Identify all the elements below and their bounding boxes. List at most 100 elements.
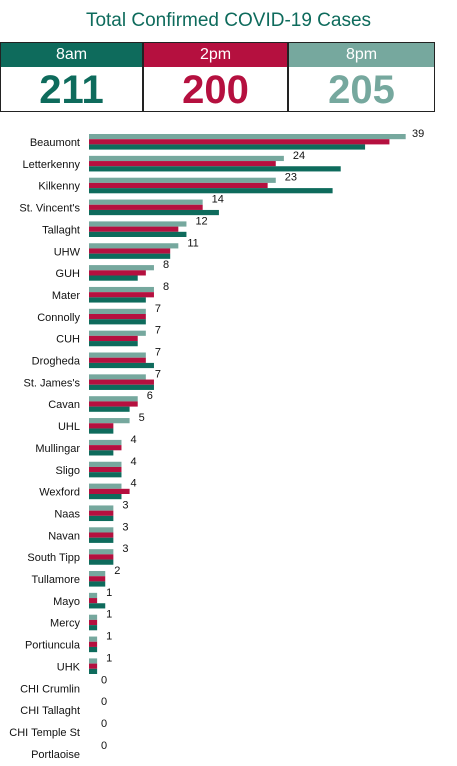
bar-2pm bbox=[89, 598, 98, 604]
bar-8am bbox=[89, 297, 146, 303]
bar-2pm bbox=[89, 488, 130, 494]
bar-8am bbox=[89, 275, 138, 281]
data-label: 0 bbox=[101, 696, 107, 708]
category-label: UHK bbox=[57, 661, 81, 673]
category-label: Beaumont bbox=[30, 137, 80, 149]
bar-8am bbox=[89, 166, 341, 172]
bar-8pm bbox=[89, 461, 122, 467]
bar-2pm bbox=[89, 292, 154, 298]
bar-8pm bbox=[89, 614, 98, 620]
bar-8pm bbox=[89, 308, 146, 314]
bar-2pm bbox=[89, 314, 146, 320]
data-label: 39 bbox=[412, 128, 424, 140]
data-label: 0 bbox=[101, 718, 107, 730]
bar-2pm bbox=[89, 357, 146, 363]
bar-8pm bbox=[89, 155, 284, 162]
category-label: Sligo bbox=[56, 465, 80, 477]
bar-2pm bbox=[89, 641, 98, 647]
category-label: Cavan bbox=[48, 399, 80, 411]
bar-8pm bbox=[89, 352, 146, 358]
data-label: 1 bbox=[106, 631, 112, 643]
bar-8pm bbox=[89, 199, 203, 205]
bar-8pm bbox=[89, 134, 406, 140]
bar-8pm bbox=[89, 330, 146, 336]
total-box-8am: 8am 211 bbox=[0, 42, 143, 112]
bar-8am bbox=[89, 188, 333, 194]
data-label: 23 bbox=[285, 172, 297, 184]
category-label: GUH bbox=[56, 268, 81, 280]
bar-2pm bbox=[89, 466, 122, 473]
category-label: Wexford bbox=[39, 487, 80, 499]
total-box-8pm: 8pm 205 bbox=[288, 42, 435, 112]
total-value-2pm: 200 bbox=[182, 68, 249, 112]
bar-8am bbox=[89, 625, 98, 631]
bar-8am bbox=[89, 646, 98, 653]
category-label: Connolly bbox=[37, 312, 80, 324]
bar-8am bbox=[89, 209, 219, 216]
bar-8am bbox=[89, 515, 114, 522]
bar-8pm bbox=[89, 265, 154, 271]
bar-8am bbox=[89, 450, 114, 456]
category-label: Tallaght bbox=[42, 224, 80, 236]
category-label: St. Vincent's bbox=[19, 203, 80, 215]
bar-8am bbox=[89, 341, 138, 347]
category-label: Portlaoise bbox=[31, 749, 80, 760]
bar-2pm bbox=[89, 510, 114, 516]
category-label: CHI Crumlin bbox=[20, 683, 80, 695]
bar-2pm bbox=[89, 139, 390, 145]
category-label: Tullamore bbox=[32, 574, 81, 586]
bar-8pm bbox=[89, 243, 179, 249]
bar-8pm bbox=[89, 418, 130, 424]
category-label: Drogheda bbox=[32, 356, 81, 368]
data-label: 2 bbox=[114, 565, 120, 577]
data-label: 12 bbox=[195, 215, 207, 227]
bar-8pm bbox=[89, 571, 106, 577]
category-label: UHL bbox=[58, 421, 80, 433]
bar-2pm bbox=[89, 532, 114, 538]
bar-8am bbox=[89, 319, 146, 325]
category-label: Naas bbox=[54, 508, 80, 520]
data-label: 5 bbox=[139, 412, 145, 424]
bar-8pm bbox=[89, 592, 98, 599]
category-label: South Tipp bbox=[27, 552, 80, 564]
category-label: Mercy bbox=[50, 618, 80, 630]
data-label: 11 bbox=[187, 237, 198, 249]
bar-2pm bbox=[89, 576, 106, 582]
bar-8am bbox=[89, 668, 98, 674]
bar-8pm bbox=[89, 527, 114, 533]
data-label: 7 bbox=[155, 303, 161, 315]
category-label: CHI Temple St bbox=[9, 727, 80, 739]
bar-2pm bbox=[89, 379, 154, 385]
data-label: 8 bbox=[163, 259, 169, 271]
bar-2pm bbox=[89, 663, 98, 669]
bar-2pm bbox=[89, 182, 268, 189]
data-label: 4 bbox=[130, 434, 136, 446]
bar-8am bbox=[89, 384, 154, 390]
bar-2pm bbox=[89, 554, 114, 560]
total-label-8am: 8am bbox=[1, 43, 142, 67]
data-label: 1 bbox=[106, 587, 112, 599]
bar-8pm bbox=[89, 374, 146, 380]
category-label: CUH bbox=[56, 334, 80, 346]
total-value-8pm: 205 bbox=[328, 68, 395, 112]
bar-8am bbox=[89, 603, 106, 609]
bar-2pm bbox=[89, 445, 122, 451]
totals-panel: 8am 211 2pm 200 8pm 205 bbox=[0, 42, 435, 112]
data-label: 1 bbox=[106, 609, 112, 621]
bar-2pm bbox=[89, 401, 138, 407]
data-label: 3 bbox=[122, 521, 128, 533]
total-label-8pm: 8pm bbox=[289, 43, 434, 67]
bar-2pm bbox=[89, 248, 171, 254]
category-label: UHW bbox=[54, 246, 81, 258]
bar-8pm bbox=[89, 483, 122, 489]
bar-8pm bbox=[89, 636, 98, 642]
bar-2pm bbox=[89, 226, 179, 232]
category-label: Portiuncula bbox=[25, 640, 81, 652]
bar-2pm bbox=[89, 619, 98, 626]
bar-2pm bbox=[89, 423, 114, 429]
data-label: 3 bbox=[122, 543, 128, 555]
bar-8pm bbox=[89, 396, 138, 402]
total-label-2pm: 2pm bbox=[144, 43, 287, 67]
bar-2pm bbox=[89, 270, 146, 276]
